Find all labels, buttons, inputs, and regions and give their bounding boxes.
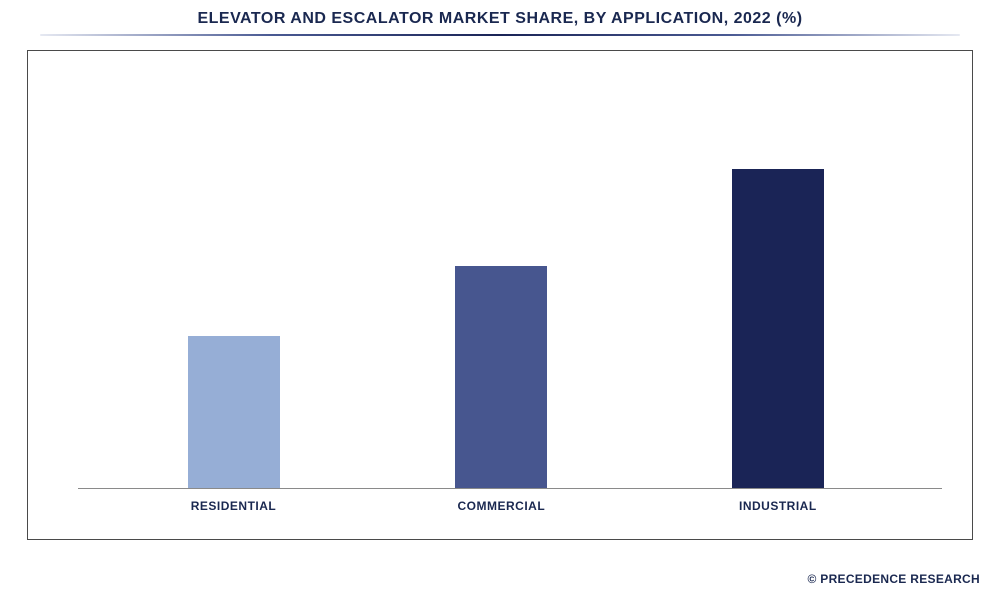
title-area: ELEVATOR AND ESCALATOR MARKET SHARE, BY … bbox=[0, 0, 1000, 42]
credit-text: © PRECEDENCE RESEARCH bbox=[807, 572, 980, 586]
bar-slot: COMMERCIAL bbox=[455, 71, 547, 489]
bar-category-label: COMMERCIAL bbox=[458, 499, 546, 513]
bar-slot: RESIDENTIAL bbox=[188, 71, 280, 489]
x-axis-line bbox=[78, 488, 942, 489]
bars-area: RESIDENTIAL COMMERCIAL INDUSTRIAL bbox=[78, 71, 942, 489]
plot-frame: RESIDENTIAL COMMERCIAL INDUSTRIAL bbox=[27, 50, 973, 540]
bar bbox=[188, 336, 280, 489]
title-underline bbox=[40, 34, 960, 36]
bar bbox=[455, 266, 547, 489]
bar-category-label: RESIDENTIAL bbox=[191, 499, 277, 513]
chart-title: ELEVATOR AND ESCALATOR MARKET SHARE, BY … bbox=[0, 10, 1000, 28]
bar bbox=[732, 169, 824, 489]
bar-slot: INDUSTRIAL bbox=[732, 71, 824, 489]
underline-grad bbox=[40, 34, 960, 36]
chart-container: ELEVATOR AND ESCALATOR MARKET SHARE, BY … bbox=[0, 0, 1000, 594]
bar-category-label: INDUSTRIAL bbox=[739, 499, 817, 513]
